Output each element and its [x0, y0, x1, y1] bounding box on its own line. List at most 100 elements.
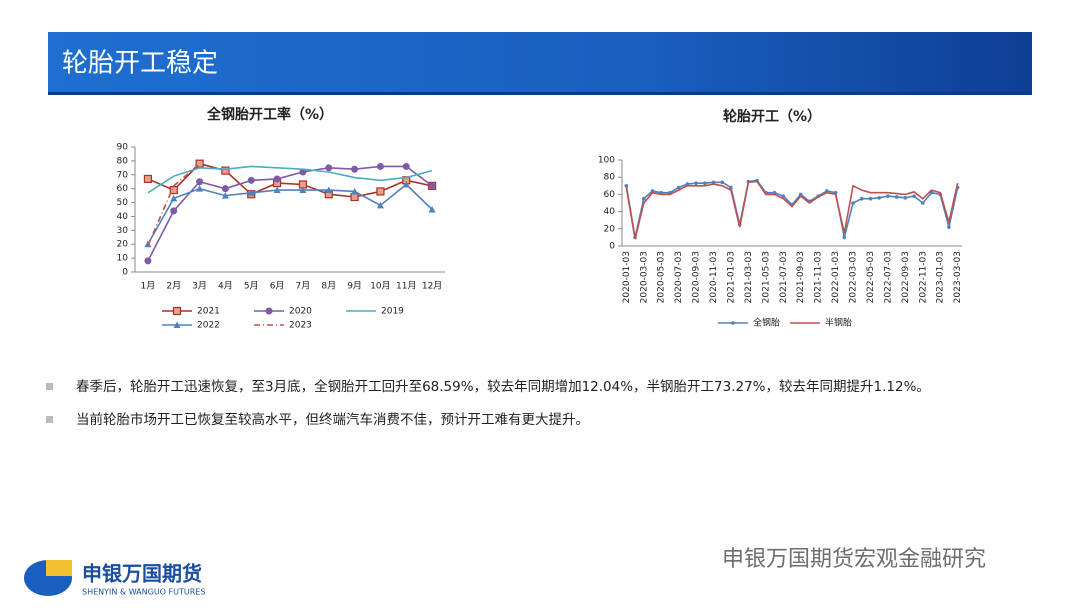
x-tick-label: 2021-05-03	[761, 251, 771, 303]
chart-title: 全钢胎开工率（%）	[206, 106, 333, 123]
y-tick-label: 60	[604, 190, 616, 200]
marker	[221, 185, 229, 193]
marker	[247, 176, 255, 184]
marker	[376, 201, 384, 209]
logo-name: 申银万国期货	[82, 562, 202, 586]
x-tick-label: 3月	[192, 281, 207, 292]
marker	[772, 190, 777, 195]
marker	[903, 196, 908, 200]
x-tick-label: 10月	[370, 281, 390, 292]
marker	[912, 194, 916, 198]
x-tick-label: 2020-05-03	[657, 251, 667, 303]
marker	[428, 206, 436, 213]
marker	[877, 196, 881, 200]
marker	[196, 185, 204, 192]
header-title: 轮胎开工稳定	[62, 49, 218, 79]
bullet-icon	[46, 416, 53, 423]
x-tick-label: 2020-03-03	[639, 251, 649, 303]
series-line	[147, 165, 433, 262]
y-tick-label: 20	[117, 240, 129, 250]
x-tick-label: 2021-03-03	[744, 251, 754, 303]
series-line	[147, 183, 433, 245]
legend-label: 2023	[289, 321, 312, 331]
x-tick-label: 2022-05-03	[866, 251, 876, 303]
marker	[720, 180, 725, 185]
marker	[170, 194, 178, 202]
marker	[825, 189, 829, 193]
y-tick-label: 30	[117, 226, 129, 236]
marker	[196, 178, 204, 186]
marker	[650, 189, 655, 193]
x-tick-label: 2023-03-03	[953, 251, 963, 303]
x-tick-label: 4月	[218, 281, 233, 292]
marker	[886, 194, 890, 198]
legend-label: 2022	[197, 321, 220, 331]
legend-marker	[265, 307, 273, 315]
series-line	[625, 180, 959, 240]
legend-marker	[173, 321, 181, 328]
y-tick-label: 0	[609, 242, 615, 252]
logo-subtitle: SHENYIN & WANGUO FUTURES	[82, 588, 205, 597]
marker	[781, 194, 786, 198]
marker	[842, 235, 847, 240]
legend-label: 全钢胎	[753, 317, 780, 329]
x-tick-label: 6月	[270, 281, 285, 292]
x-tick-label: 2020-07-03	[674, 251, 684, 303]
y-tick-label: 50	[117, 198, 129, 208]
legend-label: 2021	[197, 307, 220, 317]
legend-label: 2020	[289, 307, 312, 317]
marker	[402, 181, 410, 188]
bullet-icon	[46, 383, 53, 390]
y-tick-label: 70	[117, 170, 129, 180]
marker	[143, 174, 153, 184]
marker	[624, 184, 629, 188]
marker	[729, 185, 733, 190]
x-tick-label: 9月	[347, 281, 362, 292]
x-tick-label: 2021-01-03	[726, 251, 736, 303]
x-tick-label: 2021-11-03	[814, 251, 824, 303]
marker	[170, 207, 178, 215]
x-tick-label: 5月	[244, 281, 259, 292]
x-tick-label: 2023-01-03	[936, 251, 946, 303]
x-tick-label: 11月	[396, 281, 416, 292]
series-line	[625, 179, 959, 238]
marker	[273, 175, 281, 183]
marker	[641, 196, 646, 201]
marker	[325, 186, 333, 194]
legend-label: 半钢胎	[825, 317, 852, 329]
bullet-text: 当前轮胎市场开工已恢复至较高水平，但终端汽车消费不佳，预计开工难有更大提升。	[76, 411, 589, 428]
watermark: 申银万国期货宏观金融研究	[722, 547, 986, 572]
marker	[676, 185, 681, 190]
bullet-text: 春季后，轮胎开工迅速恢复，至3月底，全钢胎开工回升至68.59%，较去年同期增加…	[76, 378, 930, 395]
marker	[798, 192, 803, 197]
y-tick-label: 100	[598, 156, 615, 166]
y-tick-label: 80	[604, 173, 616, 183]
marker	[299, 186, 307, 194]
x-tick-label: 8月	[321, 281, 336, 292]
header-bar	[48, 32, 1032, 94]
x-tick-label: 2022-01-03	[831, 251, 841, 303]
marker	[299, 168, 307, 176]
x-tick-label: 1月	[141, 281, 156, 292]
x-tick-label: 2022-09-03	[901, 251, 911, 303]
marker	[402, 162, 410, 170]
logo-icon	[46, 560, 72, 576]
x-tick-label: 2022-07-03	[883, 251, 893, 303]
x-tick-label: 2022-11-03	[918, 251, 928, 303]
series-line	[147, 165, 433, 194]
x-tick-label: 2021-09-03	[796, 251, 806, 303]
series-line	[147, 163, 201, 246]
y-tick-label: 80	[117, 156, 129, 166]
marker	[144, 257, 152, 265]
marker	[685, 182, 690, 186]
x-tick-label: 12月	[422, 281, 442, 292]
marker	[376, 187, 385, 196]
legend-marker	[172, 306, 182, 316]
y-tick-label: 90	[117, 143, 129, 153]
header-rule	[48, 92, 1032, 95]
x-tick-label: 2020-11-03	[709, 251, 719, 303]
marker	[947, 225, 951, 229]
marker	[376, 162, 384, 170]
marker	[851, 201, 855, 205]
